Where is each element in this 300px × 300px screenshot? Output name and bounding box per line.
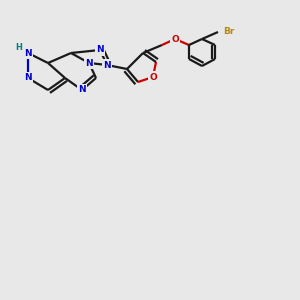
- Text: O: O: [149, 73, 157, 82]
- Text: Br: Br: [223, 28, 234, 37]
- Text: N: N: [103, 61, 111, 70]
- Text: H: H: [16, 44, 22, 52]
- Text: N: N: [78, 85, 86, 94]
- Text: N: N: [96, 46, 104, 55]
- Text: N: N: [24, 74, 32, 82]
- Text: N: N: [85, 58, 93, 68]
- Text: N: N: [24, 49, 32, 58]
- Text: O: O: [171, 34, 179, 43]
